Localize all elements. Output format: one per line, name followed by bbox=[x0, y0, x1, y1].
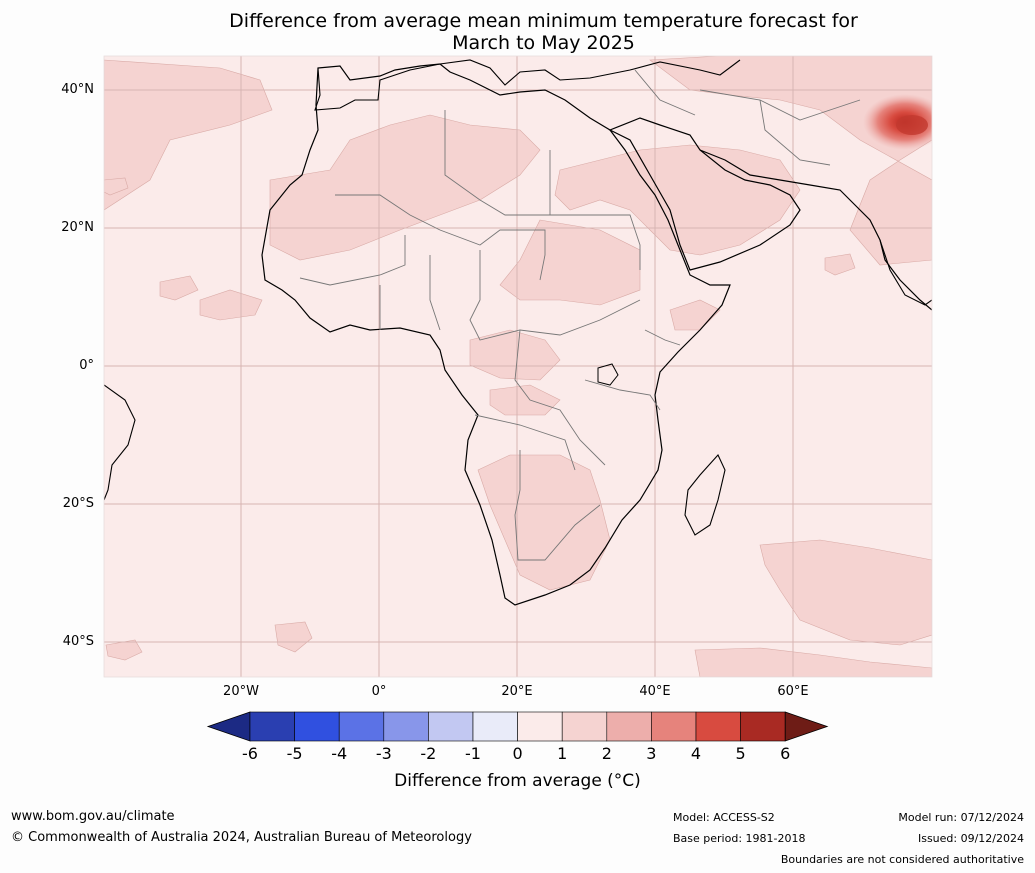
arabia-coastline bbox=[608, 117, 801, 271]
lon-label-20e: 20°E bbox=[501, 684, 533, 699]
colorbar-tick-label: 6 bbox=[780, 744, 791, 763]
lon-label-20w: 20°W bbox=[223, 684, 259, 699]
map-area bbox=[104, 56, 932, 677]
footer-base-period: Base period: 1981-2018 bbox=[673, 832, 806, 845]
colorbar-segment bbox=[517, 711, 563, 742]
madagascar bbox=[684, 454, 726, 536]
lat-label-0: 0° bbox=[79, 358, 94, 373]
colorbar-tick-label: 2 bbox=[601, 744, 612, 763]
colorbar-segment bbox=[338, 711, 385, 742]
colorbar-segment bbox=[740, 711, 786, 742]
colorbar-segment bbox=[294, 711, 340, 742]
colorbar bbox=[206, 711, 829, 742]
colorbar-extend-low bbox=[206, 711, 251, 742]
colorbar-tick-label: -4 bbox=[331, 744, 348, 763]
lon-label-0: 0° bbox=[371, 684, 387, 699]
lon-label-40e: 40°E bbox=[639, 684, 671, 699]
colorbar-tick-label: 0 bbox=[512, 744, 523, 763]
footer-website[interactable]: www.bom.gov.au/climate bbox=[11, 809, 175, 824]
lake-victoria bbox=[597, 363, 619, 386]
persian-gulf-coast bbox=[699, 149, 932, 311]
colorbar-segment bbox=[606, 711, 652, 742]
anomaly-contours bbox=[104, 56, 932, 677]
anomaly-hotspot-core bbox=[896, 115, 928, 135]
europe-coastline bbox=[314, 59, 741, 111]
colorbar-tick-label: 5 bbox=[735, 744, 746, 763]
lat-label-40s: 40°S bbox=[62, 634, 94, 649]
colorbar-segment bbox=[383, 711, 429, 742]
map-title: Difference from average mean minimum tem… bbox=[0, 10, 1035, 54]
colorbar-segment bbox=[651, 711, 697, 742]
colorbar-segment bbox=[561, 711, 608, 742]
title-line-1: Difference from average mean minimum tem… bbox=[229, 10, 858, 32]
footer-model: Model: ACCESS-S2 bbox=[673, 811, 775, 824]
colorbar-extend-high bbox=[784, 711, 829, 742]
footer-copyright: © Commonwealth of Australia 2024, Austra… bbox=[11, 830, 472, 845]
lat-label-40n: 40°N bbox=[61, 82, 94, 97]
gridlines bbox=[104, 56, 932, 677]
colorbar-tick-label: -6 bbox=[242, 744, 258, 763]
colorbar-tick-label: 1 bbox=[557, 744, 568, 763]
map-frame bbox=[103, 55, 933, 678]
colorbar-segment bbox=[472, 711, 518, 742]
colorbar-label: Difference from average (°C) bbox=[394, 771, 641, 791]
colorbar-tick-label: -5 bbox=[286, 744, 303, 763]
south-america-coast bbox=[104, 384, 136, 501]
colorbar-tick-label: -1 bbox=[465, 744, 481, 763]
footer-issued: Issued: 09/12/2024 bbox=[917, 832, 1024, 845]
colorbar-segment bbox=[428, 711, 474, 742]
country-borders bbox=[299, 69, 861, 561]
colorbar-tick-label: -2 bbox=[420, 744, 437, 763]
title-line-2: March to May 2025 bbox=[452, 32, 635, 54]
colorbar-tick-label: 3 bbox=[646, 744, 657, 763]
lon-label-60e: 60°E bbox=[777, 684, 809, 699]
colorbar-segment bbox=[695, 711, 741, 742]
africa-coastline bbox=[261, 63, 731, 606]
footer-disclaimer: Boundaries are not considered authoritat… bbox=[780, 853, 1024, 866]
colorbar-tick-label: -3 bbox=[375, 744, 392, 763]
colorbar-segment bbox=[249, 711, 295, 742]
lat-label-20n: 20°N bbox=[61, 220, 94, 235]
footer-model-run: Model run: 07/12/2024 bbox=[898, 811, 1024, 824]
colorbar-tick-label: 4 bbox=[690, 744, 702, 763]
lat-label-20s: 20°S bbox=[62, 496, 94, 511]
india-coast bbox=[879, 239, 932, 306]
